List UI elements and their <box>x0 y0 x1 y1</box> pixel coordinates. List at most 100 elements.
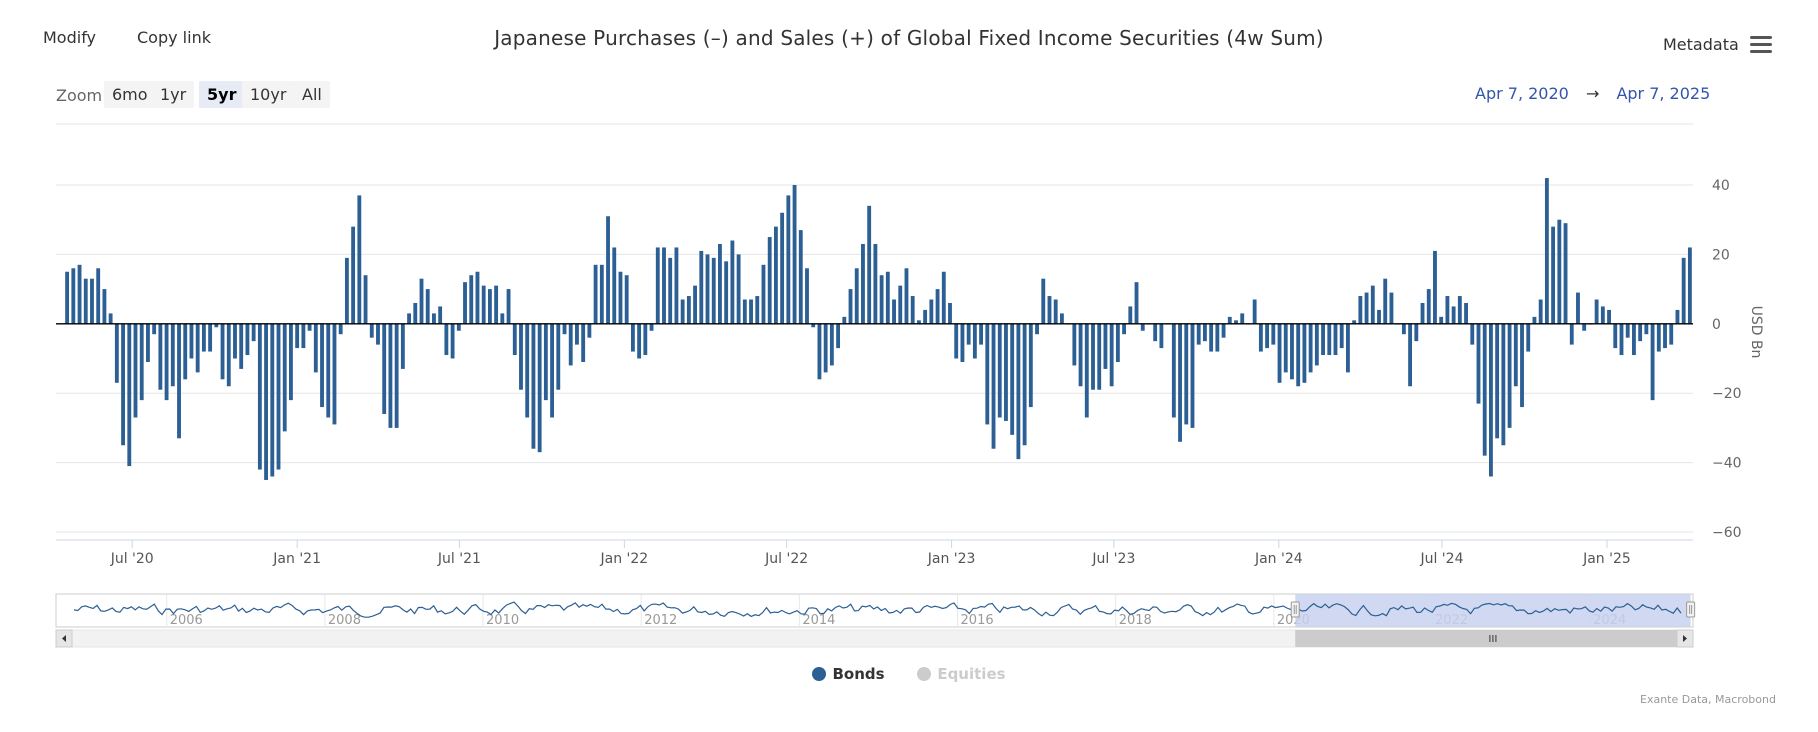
hamburger-menu-icon[interactable] <box>1750 36 1772 54</box>
bar <box>941 271 946 324</box>
bar <box>1582 323 1587 331</box>
bar <box>133 323 138 418</box>
x-tick-label: Jan '24 <box>1254 551 1303 567</box>
navigator[interactable]: 2006200820102012201420162018202020222024 <box>55 593 1696 648</box>
bar <box>77 264 82 324</box>
navigator-series-line <box>73 601 1682 618</box>
bar <box>829 323 834 366</box>
bar <box>438 306 443 324</box>
copy-link-button[interactable]: Copy link <box>137 28 211 47</box>
bar <box>1022 323 1027 446</box>
bar <box>1327 323 1332 356</box>
bar <box>898 285 903 324</box>
bar <box>195 323 200 373</box>
bar <box>1445 296 1450 324</box>
bar <box>1178 323 1182 442</box>
bar <box>1159 323 1164 349</box>
zoom-6mo-button[interactable]: 6mo <box>104 81 156 108</box>
bar <box>1532 316 1537 324</box>
bar <box>556 323 561 390</box>
modify-button[interactable]: Modify <box>43 28 97 47</box>
bar <box>817 323 822 380</box>
navigator-label: 2006 <box>170 613 203 628</box>
bar <box>1501 323 1506 446</box>
bar <box>1594 299 1599 324</box>
bar <box>1290 323 1294 380</box>
bonds-dot-icon <box>812 667 827 681</box>
bar <box>680 299 685 324</box>
bar <box>749 299 753 324</box>
bar <box>861 243 865 324</box>
bar <box>668 257 673 324</box>
scrollbar-right-button[interactable] <box>1676 629 1694 648</box>
bar <box>1321 323 1325 356</box>
bar <box>587 323 592 338</box>
bar <box>948 302 952 324</box>
bar <box>158 323 163 390</box>
zoom-5yr-button[interactable]: 5yr <box>199 81 245 108</box>
bar <box>960 323 965 362</box>
bar <box>1234 320 1238 324</box>
bar <box>1084 323 1089 418</box>
date-from-input[interactable]: Apr 7, 2020 <box>1475 84 1569 103</box>
bar <box>1569 323 1574 345</box>
bar <box>1302 323 1307 383</box>
navigator-left-handle[interactable] <box>1290 601 1300 618</box>
scrollbar-left-button[interactable] <box>55 629 73 648</box>
bar <box>1370 285 1375 324</box>
bar <box>1109 323 1114 387</box>
bar <box>264 323 268 480</box>
bar <box>792 185 797 324</box>
bar <box>1675 309 1680 324</box>
bar <box>1240 313 1245 324</box>
bar <box>593 264 598 324</box>
bar <box>1078 323 1083 387</box>
bar <box>637 323 642 359</box>
bar <box>500 313 505 324</box>
bar <box>1339 323 1344 349</box>
date-to-input[interactable]: Apr 7, 2025 <box>1616 84 1711 103</box>
bar <box>388 323 393 428</box>
bar <box>83 278 88 324</box>
bar <box>376 323 380 345</box>
bar <box>1352 320 1357 324</box>
bar <box>121 323 125 446</box>
bar <box>836 323 841 349</box>
bar <box>357 195 362 324</box>
navigator-right-handle[interactable] <box>1686 601 1696 618</box>
zoom-1yr-button[interactable]: 1yr <box>152 81 195 108</box>
bar <box>1258 323 1263 352</box>
legend-item-equities[interactable]: Equities <box>917 665 1006 683</box>
x-tick-label: Jan '25 <box>1582 551 1631 567</box>
bar <box>382 323 387 415</box>
bar <box>139 323 144 401</box>
navigator-selection[interactable] <box>1295 594 1691 627</box>
bar <box>1451 306 1456 324</box>
navigator-label: 2018 <box>1119 613 1152 628</box>
credits[interactable]: Exante Data, Macrobond <box>1640 693 1776 706</box>
bar <box>1420 302 1425 324</box>
bar <box>1414 323 1419 342</box>
bar <box>1625 323 1630 338</box>
x-tick-label: Jul '24 <box>1419 551 1463 567</box>
legend-item-bonds[interactable]: Bonds <box>812 665 885 683</box>
bar <box>413 302 418 324</box>
bar <box>755 296 760 324</box>
bar <box>456 323 461 331</box>
bar <box>848 289 853 324</box>
metadata-button[interactable]: Metadata <box>1663 35 1739 54</box>
bar <box>251 323 256 342</box>
bar <box>1134 282 1139 324</box>
bar <box>823 323 828 373</box>
zoom-all-button[interactable]: All <box>294 81 330 108</box>
zoom-10yr-button[interactable]: 10yr <box>242 81 295 108</box>
bar <box>494 285 499 324</box>
bar <box>1091 323 1095 390</box>
bar <box>1196 323 1201 345</box>
bar <box>1557 219 1562 324</box>
arrow-left-icon <box>62 635 66 642</box>
bar <box>481 285 486 324</box>
bar <box>624 275 629 324</box>
bar <box>1004 323 1008 421</box>
